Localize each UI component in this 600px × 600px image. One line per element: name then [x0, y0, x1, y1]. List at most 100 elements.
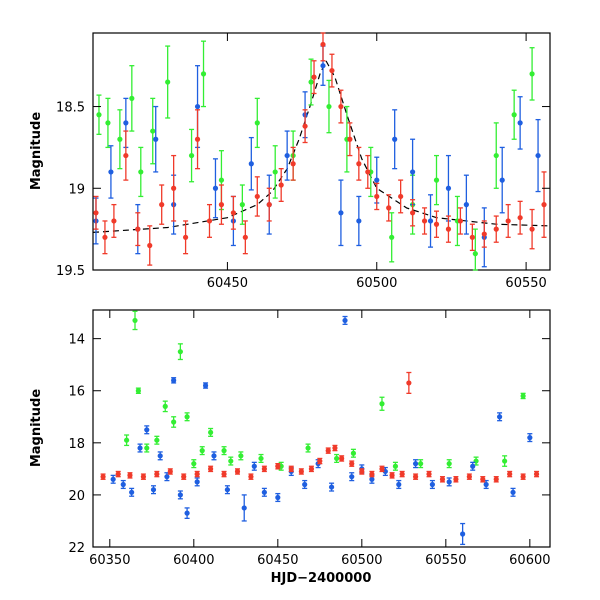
top-point-red	[311, 74, 317, 80]
top-point-blue	[445, 185, 452, 191]
top-point-blue	[427, 218, 434, 224]
bottom-point-blue	[171, 377, 177, 383]
top-point-blue	[517, 120, 523, 126]
bottom-point-red	[115, 471, 121, 477]
bottom-point-red	[181, 474, 187, 480]
bottom-point-red	[359, 468, 365, 475]
bottom-point-blue	[261, 489, 267, 495]
top-point-red	[347, 136, 353, 142]
top-point-blue	[194, 103, 201, 110]
top-point-red	[123, 152, 129, 159]
top-point-red	[242, 234, 248, 240]
bottom-point-blue	[527, 435, 533, 441]
top-point-red	[469, 234, 475, 240]
top-axis-ticks: 60450 60500 60550 18.5 19 19.5	[56, 33, 550, 291]
bottom-y-tick-label: 18	[68, 437, 85, 452]
top-point-green	[529, 71, 535, 77]
bottom-point-red	[317, 458, 323, 464]
bottom-point-blue	[241, 505, 247, 511]
bottom-point-red	[140, 474, 147, 480]
bottom-y-tick-label: 16	[68, 385, 85, 400]
bottom-point-green	[184, 414, 190, 420]
top-point-red	[254, 193, 260, 200]
bottom-point-blue	[224, 487, 231, 493]
top-point-red	[529, 226, 535, 232]
bottom-point-green	[305, 445, 311, 451]
top-y-tick-label: 19.5	[56, 264, 85, 279]
top-point-blue	[374, 177, 380, 183]
top-point-red	[433, 221, 440, 227]
top-point-red	[102, 234, 108, 240]
top-point-green	[150, 128, 156, 134]
top-point-red	[320, 41, 326, 48]
top-point-green	[239, 202, 245, 208]
top-y-tick-label: 19	[68, 182, 85, 197]
top-point-green	[326, 103, 332, 110]
bottom-point-red	[167, 468, 173, 475]
bottom-point-blue	[369, 476, 375, 482]
bottom-x-tick-label: 60450	[257, 553, 298, 568]
bottom-point-green	[162, 403, 168, 409]
bottom-point-red	[339, 455, 345, 462]
bottom-y-axis-label: Magnitude	[29, 389, 44, 468]
bottom-y-tick-label: 14	[68, 333, 85, 348]
bottom-point-blue	[157, 453, 163, 459]
bottom-point-red	[288, 466, 294, 472]
bottom-point-red	[261, 466, 267, 472]
top-point-red	[147, 242, 153, 249]
top-point-green	[138, 169, 144, 175]
bottom-point-green	[238, 453, 244, 459]
bottom-x-tick-label: 60400	[173, 553, 214, 568]
top-point-red	[421, 218, 428, 224]
bottom-point-blue	[150, 487, 157, 493]
bottom-point-green	[177, 349, 183, 355]
top-point-red	[218, 202, 225, 208]
top-point-green	[254, 120, 260, 126]
bottom-point-red	[208, 466, 214, 472]
top-point-red	[398, 193, 404, 200]
bottom-point-red	[493, 476, 499, 482]
bottom-point-blue	[446, 479, 452, 485]
top-point-blue	[410, 169, 416, 175]
bottom-point-green	[379, 401, 385, 407]
top-point-red	[266, 202, 272, 208]
top-point-red	[182, 234, 189, 240]
bottom-point-blue	[349, 474, 355, 480]
bottom-point-red	[453, 476, 459, 482]
bottom-point-blue	[164, 474, 170, 480]
bottom-point-red	[406, 380, 412, 386]
bottom-point-red	[275, 463, 281, 469]
top-point-red	[230, 210, 236, 216]
bottom-point-red	[127, 472, 133, 478]
bottom-plot-frame	[92, 309, 551, 548]
top-point-red	[329, 67, 335, 74]
bottom-point-red	[389, 472, 395, 478]
top-x-tick-label: 60550	[505, 276, 546, 291]
top-point-blue	[356, 218, 362, 224]
top-point-blue	[284, 152, 290, 159]
top-point-blue	[535, 152, 541, 159]
top-point-red	[194, 136, 201, 142]
bottom-point-green	[124, 437, 130, 443]
bottom-point-green	[350, 450, 357, 456]
bottom-point-blue	[194, 479, 200, 485]
bottom-point-red	[298, 468, 304, 475]
bottom-point-red	[221, 471, 227, 477]
bottom-point-blue	[184, 510, 190, 516]
bottom-point-red	[100, 474, 106, 480]
top-point-green	[129, 95, 135, 101]
bottom-point-red	[439, 476, 446, 482]
top-point-red	[365, 169, 371, 175]
top-point-green	[308, 79, 314, 85]
bottom-point-green	[502, 458, 508, 464]
top-point-red	[457, 218, 463, 224]
top-point-blue	[108, 169, 114, 175]
top-point-red	[111, 218, 117, 224]
top-point-red	[541, 202, 547, 208]
top-point-red	[278, 182, 284, 188]
bottom-point-blue	[202, 382, 209, 389]
bottom-point-green	[258, 455, 264, 462]
top-panel: 60450 60500 60550 18.5 19 19.5 Magnitude	[29, 32, 551, 291]
top-y-tick-label: 18.5	[56, 101, 85, 116]
bottom-point-green	[221, 448, 227, 454]
